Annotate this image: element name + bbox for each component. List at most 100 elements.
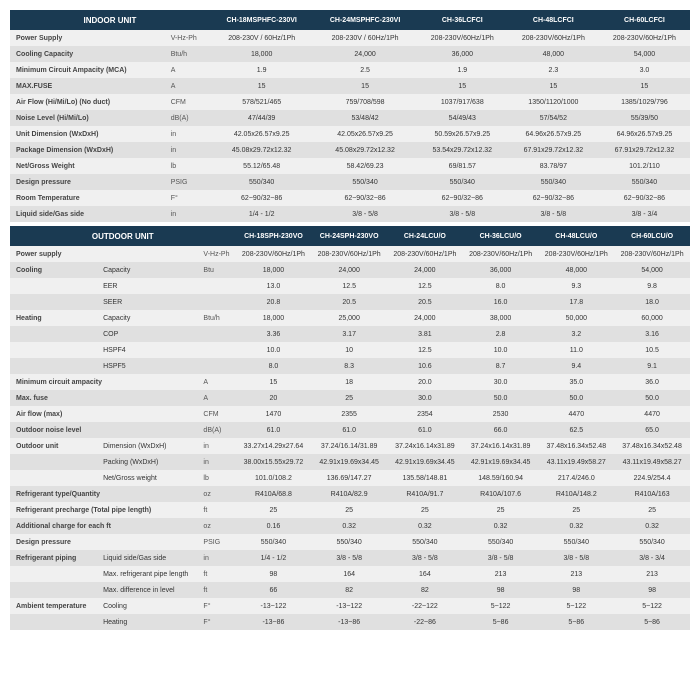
cell: 25 (311, 502, 387, 518)
omodel-5: CH-60LCU/O (614, 226, 690, 246)
cell: 25 (538, 502, 614, 518)
cell: 18.0 (614, 294, 690, 310)
cell: 550/340 (313, 174, 416, 190)
cell: 36.0 (614, 374, 690, 390)
row-label: EER (97, 278, 200, 294)
cell: 208-230V/60Hz/1Ph (508, 30, 599, 46)
table-row: Max. fuseA202530.050.050.050.0 (10, 390, 690, 406)
table-row: SEER20.820.520.516.017.818.0 (10, 294, 690, 310)
cell: 208-230V/60Hz/1Ph (236, 246, 312, 262)
cell: 18,000 (236, 262, 312, 278)
row-group: Outdoor unit (10, 438, 97, 454)
cell: 20 (236, 390, 312, 406)
row-unit: lb (168, 158, 210, 174)
cell: 42.91x19.69x34.45 (387, 454, 463, 470)
cell: 1350/1120/1000 (508, 94, 599, 110)
cell: 54,000 (614, 262, 690, 278)
cell: 3/8 - 3/4 (614, 550, 690, 566)
outdoor-table: OUTDOOR UNIT CH-18SPH-230VO CH-24SPH-230… (10, 226, 690, 630)
cell: 3.17 (311, 326, 387, 342)
cell: 101.2/110 (599, 158, 690, 174)
table-row: EER13.012.512.58.09.39.8 (10, 278, 690, 294)
row-unit: A (168, 78, 210, 94)
cell: -13~122 (311, 598, 387, 614)
cell: 50.0 (463, 390, 539, 406)
cell: 62~90/32~86 (417, 190, 508, 206)
cell: 2530 (463, 406, 539, 422)
cell: 0.32 (311, 518, 387, 534)
cell: 82 (311, 582, 387, 598)
cell: 550/340 (236, 534, 312, 550)
cell: 5~86 (538, 614, 614, 630)
cell: 38.00x15.55x29.72 (236, 454, 312, 470)
table-row: HSPF410.01012.510.011.010.5 (10, 342, 690, 358)
cell: 15 (210, 78, 313, 94)
row-unit: in (200, 550, 235, 566)
cell: R410A/68.8 (236, 486, 312, 502)
row-unit: A (200, 390, 235, 406)
table-row: Refrigerant pipingLiquid side/Gas sidein… (10, 550, 690, 566)
cell: 3.0 (599, 62, 690, 78)
row-unit: in (168, 142, 210, 158)
cell: 35.0 (538, 374, 614, 390)
row-label: Additional charge for each ft (10, 518, 200, 534)
row-label: Minimum Circuit Ampacity (MCA) (10, 62, 168, 78)
cell: 550/340 (508, 174, 599, 190)
cell: 54,000 (599, 46, 690, 62)
cell: 1.9 (210, 62, 313, 78)
cell: 48,000 (538, 262, 614, 278)
cell: 550/340 (614, 534, 690, 550)
cell: 30.0 (387, 390, 463, 406)
row-label: Power Supply (10, 30, 168, 46)
cell: 3/8 - 5/8 (311, 550, 387, 566)
cell: 15 (417, 78, 508, 94)
cell: 37.48x16.34x52.48 (614, 438, 690, 454)
cell: 18,000 (236, 310, 312, 326)
cell: 25 (387, 502, 463, 518)
row-unit: in (200, 454, 235, 470)
cell: 20.0 (387, 374, 463, 390)
cell: 15 (313, 78, 416, 94)
cell: 3/8 - 3/4 (599, 206, 690, 222)
table-row: Power SupplyV-Hz-Ph208-230V / 60Hz/1Ph20… (10, 30, 690, 46)
cell: 57/54/52 (508, 110, 599, 126)
row-unit (200, 342, 235, 358)
cell: 53/48/42 (313, 110, 416, 126)
cell: 8.0 (463, 278, 539, 294)
row-label: MAX.FUSE (10, 78, 168, 94)
cell: 20.8 (236, 294, 312, 310)
row-unit (200, 294, 235, 310)
row-label: HSPF4 (97, 342, 200, 358)
row-group (10, 326, 97, 342)
cell: 3/8 - 5/8 (417, 206, 508, 222)
cell: -13~86 (236, 614, 312, 630)
cell: 42.05x26.57x9.25 (210, 126, 313, 142)
cell: -22~86 (387, 614, 463, 630)
model-1: CH-24MSPHFC-230VI (313, 10, 416, 30)
row-label: Package Dimension (WxDxH) (10, 142, 168, 158)
cell: 3.16 (614, 326, 690, 342)
cell: 37.48x16.34x52.48 (538, 438, 614, 454)
cell: 25 (463, 502, 539, 518)
cell: 82 (387, 582, 463, 598)
cell: 48,000 (508, 46, 599, 62)
cell: 3/8 - 5/8 (508, 206, 599, 222)
row-group: Cooling (10, 262, 97, 278)
cell: R410A/91.7 (387, 486, 463, 502)
cell: 47/44/39 (210, 110, 313, 126)
table-row: Design pressurePSIG550/340550/340550/340… (10, 174, 690, 190)
cell: 50,000 (538, 310, 614, 326)
row-unit: V-Hz-Ph (168, 30, 210, 46)
cell: 217.4/246.0 (538, 470, 614, 486)
row-group: Heating (10, 310, 97, 326)
cell: 64.96x26.57x9.25 (599, 126, 690, 142)
row-unit: F° (200, 614, 235, 630)
cell: 50.59x26.57x9.25 (417, 126, 508, 142)
cell: 3.81 (387, 326, 463, 342)
table-row: Max. difference in levelft668282989898 (10, 582, 690, 598)
cell: 53.54x29.72x12.32 (417, 142, 508, 158)
cell: 10.5 (614, 342, 690, 358)
cell: 20.5 (311, 294, 387, 310)
model-3: CH-48LCFCI (508, 10, 599, 30)
cell: 37.24/16.14/31.89 (311, 438, 387, 454)
